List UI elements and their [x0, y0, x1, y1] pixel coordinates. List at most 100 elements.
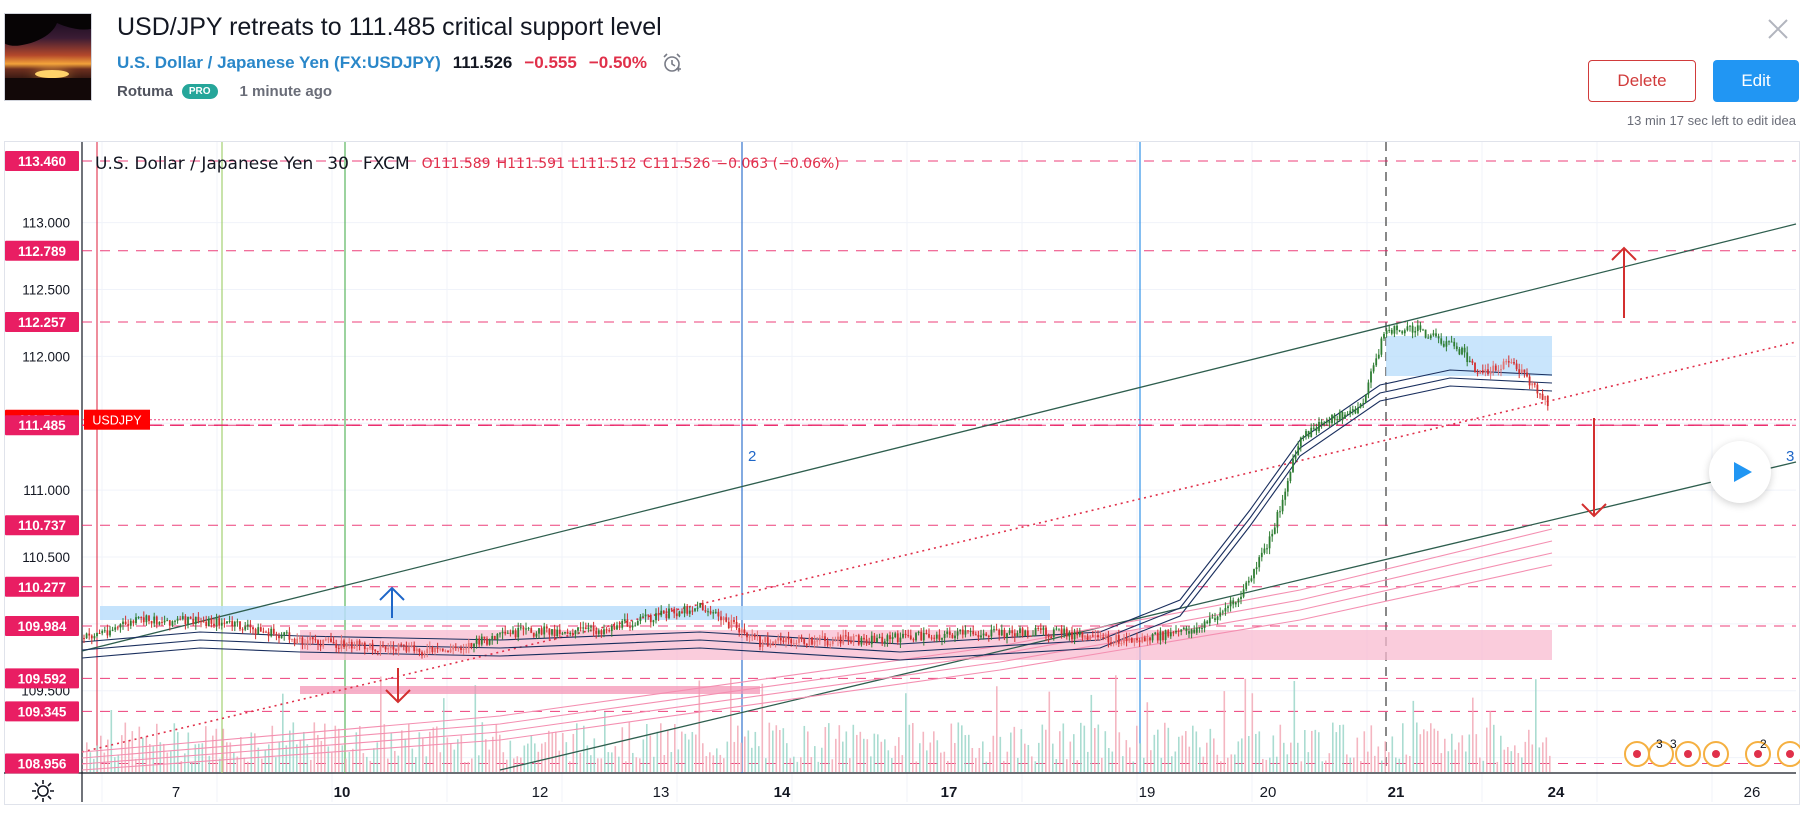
candle-body [1320, 421, 1323, 425]
candle-body [1175, 630, 1177, 633]
volume-bar [719, 754, 722, 772]
volume-bar [747, 730, 750, 772]
volume-bar [439, 752, 442, 772]
candle-body [842, 635, 845, 644]
candle-body [1084, 635, 1086, 638]
volume-bar [863, 738, 865, 772]
candle-body [410, 645, 413, 647]
volume-bar [1440, 753, 1443, 772]
candle-body [686, 606, 689, 614]
candle-body [1089, 635, 1092, 641]
candle-body [1520, 369, 1523, 374]
volume-bar [635, 757, 638, 772]
candle-body [691, 610, 694, 612]
candle-body [483, 636, 486, 639]
candle-body [1188, 631, 1190, 634]
candle-body [644, 614, 647, 617]
symbol-link[interactable]: U.S. Dollar / Japanese Yen (FX:USDJPY) [117, 53, 441, 72]
volume-bar [884, 739, 886, 772]
level-label-box [5, 311, 79, 332]
candle-body [1159, 631, 1162, 641]
y-tick-label: 110.500 [22, 550, 70, 565]
gear-icon[interactable] [30, 778, 56, 804]
volume-bar [999, 736, 1002, 772]
candle-body [1195, 627, 1198, 633]
arrow-down-head [385, 689, 411, 704]
candle-body [883, 641, 886, 644]
volume-bar [1125, 740, 1128, 772]
candle-body [535, 633, 538, 637]
volume-bar [814, 746, 816, 772]
candle-body [824, 636, 826, 641]
candle-body [155, 616, 158, 625]
volume-bar [933, 731, 935, 772]
candle-body [1305, 431, 1307, 436]
candle-body [826, 640, 829, 646]
volume-bar [1115, 675, 1117, 772]
candle-body [930, 637, 933, 639]
volume-bar [558, 750, 561, 772]
legend-high: H111.591 [496, 156, 565, 172]
level-label-box [5, 415, 79, 436]
volume-bar [1325, 760, 1327, 772]
volume-bar [1237, 741, 1240, 772]
candle-body [527, 628, 530, 630]
play-button[interactable] [1709, 441, 1771, 503]
edit-button[interactable]: Edit [1713, 60, 1799, 102]
author-name[interactable]: Rotuma [117, 83, 173, 100]
candle-body [920, 631, 923, 641]
candle-body [171, 621, 174, 626]
candle-body [1307, 431, 1310, 437]
candle-body [285, 632, 288, 634]
candle-body [1279, 511, 1281, 513]
candle-body [863, 637, 865, 640]
candle-body [1068, 632, 1071, 637]
author-avatar[interactable] [4, 13, 92, 101]
volume-bar [1479, 757, 1481, 772]
volume-bar [891, 758, 893, 772]
volume-bar [1307, 752, 1310, 772]
volume-bar [579, 752, 582, 772]
candle-body [454, 646, 457, 649]
candle-body [1211, 617, 1214, 619]
candle-body [1333, 414, 1336, 420]
candle-body [1370, 371, 1372, 383]
candle-body [647, 614, 650, 616]
close-icon[interactable] [1763, 14, 1793, 44]
volume-bar [257, 747, 260, 772]
volume-bar [1433, 728, 1436, 772]
candle-body [506, 632, 509, 634]
candle-body [493, 636, 496, 640]
volume-bar [660, 723, 662, 772]
alarm-clock-icon[interactable] [661, 52, 683, 74]
volume-bar [880, 741, 883, 772]
candle-body [1247, 580, 1250, 583]
volume-bar [1118, 732, 1121, 772]
candle-body [811, 637, 813, 645]
candle-body [795, 642, 798, 644]
candle-body [434, 647, 436, 653]
x-tick-label: 21 [1388, 784, 1405, 801]
delete-button[interactable]: Delete [1588, 60, 1696, 102]
volume-bar [313, 722, 316, 772]
candle-body [1393, 325, 1396, 334]
candle-body [205, 621, 208, 627]
candle-body [1505, 361, 1508, 363]
candle-body [725, 617, 728, 622]
volume-bar [128, 740, 130, 772]
level-label: 109.984 [18, 619, 67, 634]
volume-bar [247, 761, 249, 772]
level-label-box [5, 668, 79, 689]
candle-body [727, 621, 730, 628]
candle-body [829, 644, 832, 646]
volume-bar [250, 732, 253, 772]
volume-bar [474, 685, 477, 772]
candle-body [181, 616, 184, 620]
candle-body [145, 615, 148, 623]
level-label-box [5, 515, 79, 536]
candle-body [322, 639, 325, 647]
volume-bar [1412, 700, 1415, 772]
candle-body [909, 635, 912, 640]
volume-bar [1423, 729, 1425, 772]
